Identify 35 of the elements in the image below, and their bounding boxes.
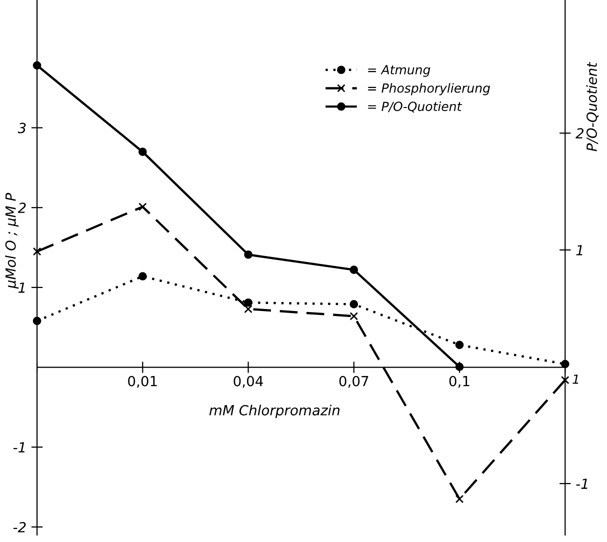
point <box>244 298 252 307</box>
point <box>138 148 147 156</box>
y-tick-label: -2 <box>13 522 26 532</box>
x-tick-label: 0,04 <box>234 376 263 388</box>
point <box>350 266 358 274</box>
x-tick-label: 1 <box>572 374 578 384</box>
point <box>244 304 252 314</box>
y2-tick-label: 1 <box>576 245 582 256</box>
point <box>32 247 42 256</box>
point <box>455 362 464 371</box>
x-tick-label: 0,1 <box>449 376 470 388</box>
legend-label: = Atmung <box>368 65 430 77</box>
point <box>560 376 570 384</box>
point <box>32 316 42 326</box>
y2-axis-title: P/O-Quotient <box>586 62 599 152</box>
y-tick-label: 2 <box>18 202 26 213</box>
point <box>138 202 147 211</box>
point <box>455 340 464 350</box>
x-tick-label: 0,07 <box>339 376 368 388</box>
point <box>32 61 42 70</box>
x-axis-title: mM Chlorpromazin <box>209 404 340 418</box>
legend-label: = P/O-Quotient <box>368 101 462 113</box>
y2-tick-label: 2 <box>576 128 584 138</box>
point <box>350 312 358 320</box>
x-tick-label: 0,01 <box>128 376 157 388</box>
legend-label: = Phosphorylierung <box>368 83 490 96</box>
point <box>244 250 252 259</box>
point <box>350 300 358 308</box>
y-tick-label: 3 <box>18 122 26 134</box>
point <box>455 494 464 504</box>
y-axis-title: µMol O ; µM P <box>5 192 19 289</box>
y2-tick-label: -1 <box>576 478 588 489</box>
y-tick-label: -1 <box>13 442 25 452</box>
point <box>138 272 147 280</box>
y-tick-label: 1 <box>18 282 25 293</box>
